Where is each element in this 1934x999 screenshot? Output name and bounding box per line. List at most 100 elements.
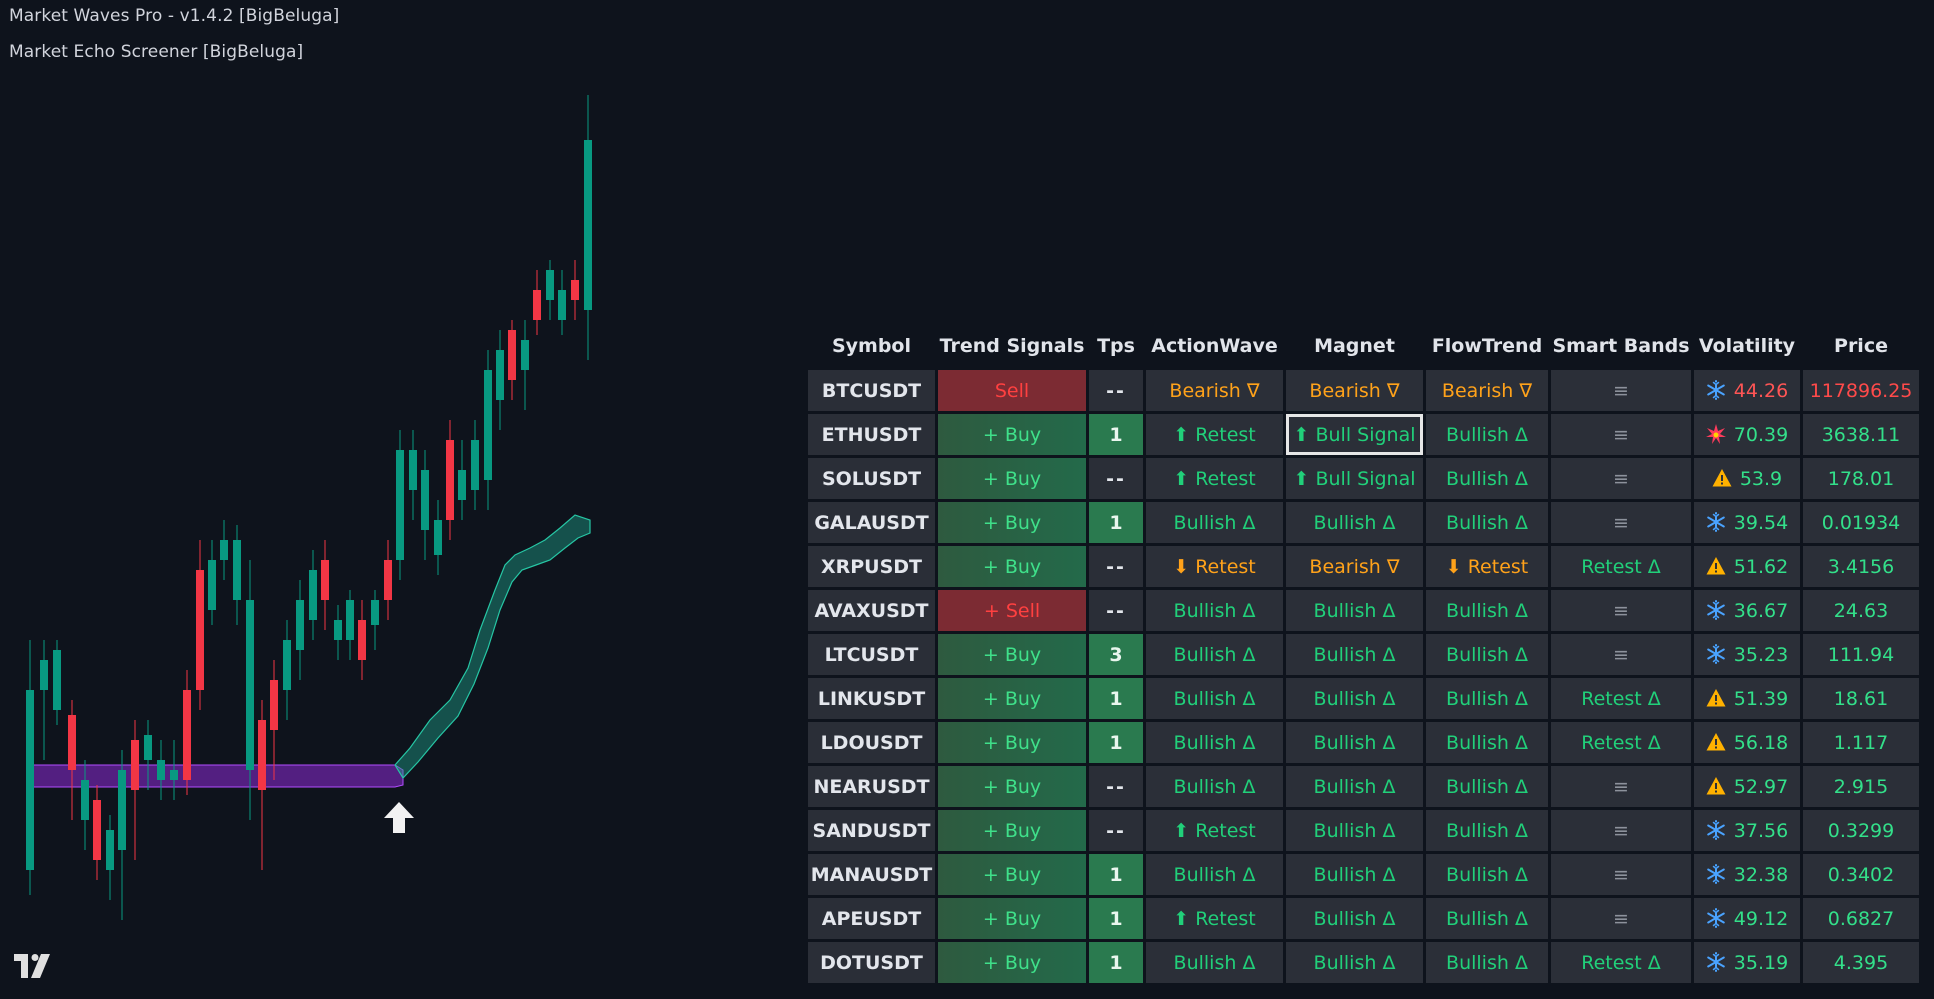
smart-bands-cell: ≡ (1551, 502, 1691, 543)
symbol-cell: XRPUSDT (808, 546, 935, 587)
magnet-cell: ⬆ Bull Signal (1286, 458, 1423, 499)
candle-body (421, 470, 429, 530)
trend-signal-text: + Sell (983, 599, 1041, 622)
header-smart-bands: Smart Bands (1552, 335, 1690, 357)
flowtrend-cell: Bullish Δ (1426, 634, 1548, 675)
volatility-value: 35.23 (1733, 643, 1789, 666)
buy-arrow-icon (384, 802, 414, 833)
snowflake-icon (1706, 643, 1726, 666)
candle-body (384, 560, 392, 600)
volatility-cell: 35.23 (1694, 634, 1800, 675)
candle-body (93, 800, 101, 860)
volatility-cell: 39.54 (1694, 502, 1800, 543)
magnet-text: Bullish Δ (1313, 643, 1396, 666)
trend-signal-text: + Buy (982, 951, 1042, 974)
actionwave-text: Bullish Δ (1173, 599, 1256, 622)
table-row: LINKUSDT + Buy 1 Bullish Δ Bullish Δ Bullish … (808, 678, 1919, 719)
magnet-text: ⬆ Bull Signal (1293, 467, 1416, 490)
volatility-cell: 51.62 (1694, 546, 1800, 587)
table-row: APEUSDT + Buy 1 ⬆ Retest Bullish Δ Bullish Δ ≡… (808, 898, 1919, 939)
trend-signal-text: + Buy (982, 511, 1042, 534)
actionwave-cell: Bullish Δ (1146, 766, 1283, 807)
magnet-cell: Bullish Δ (1286, 810, 1423, 851)
snowflake-icon (1706, 599, 1726, 622)
price-value: 111.94 (1827, 643, 1895, 666)
flowtrend-cell: Bullish Δ (1426, 678, 1548, 719)
trend-signal-cell: + Buy (938, 810, 1086, 851)
smart-bands-text: ≡ (1613, 467, 1629, 490)
symbol-cell: NEARUSDT (808, 766, 935, 807)
tps-cell: 1 (1089, 502, 1143, 543)
magnet-text: Bullish Δ (1313, 511, 1396, 534)
tps-cell: -- (1089, 458, 1143, 499)
magnet-cell: Bearish ∇ (1286, 370, 1423, 411)
smart-bands-text: ≡ (1613, 775, 1629, 798)
candle-body (533, 290, 541, 320)
volatility-cell: 70.39 (1694, 414, 1800, 455)
tps-cell: 1 (1089, 898, 1143, 939)
price-value: 117896.25 (1809, 379, 1913, 402)
market-echo-screener-table: Symbol Trend Signals Tps ActionWave Magn… (805, 322, 1922, 986)
table-row: ETHUSDT + Buy 1 ⬆ Retest ⬆ Bull Signal Bullis… (808, 414, 1919, 455)
candle-body (334, 620, 342, 640)
flowtrend-text: Bullish Δ (1446, 951, 1528, 974)
magnet-cell: Bullish Δ (1286, 722, 1423, 763)
actionwave-text: Bullish Δ (1173, 731, 1256, 754)
smart-bands-cell: ≡ (1551, 458, 1691, 499)
table-row: BTCUSDT Sell -- Bearish ∇ Bearish ∇ Bearish ∇… (808, 370, 1919, 411)
indicator-legend-market-echo[interactable]: Market Echo Screener [BigBeluga] (9, 42, 304, 62)
volatility-value: 36.67 (1733, 599, 1789, 622)
flowtrend-text: ⬇ Retest (1445, 555, 1529, 578)
actionwave-cell: ⬆ Retest (1146, 458, 1283, 499)
candle-body (26, 690, 34, 870)
flowtrend-text: Bullish Δ (1446, 731, 1528, 754)
smart-bands-cell: ≡ (1551, 590, 1691, 631)
symbol-cell: LTCUSDT (808, 634, 935, 675)
price-value: 0.6827 (1827, 907, 1895, 930)
actionwave-cell: Bullish Δ (1146, 854, 1283, 895)
warning-icon (1706, 688, 1726, 710)
screener-body: BTCUSDT Sell -- Bearish ∇ Bearish ∇ Bearish ∇… (808, 370, 1919, 983)
burst-icon (1705, 423, 1726, 446)
table-row: XRPUSDT + Buy -- ⬇ Retest Bearish ∇ ⬇ Retest R… (808, 546, 1919, 587)
smart-bands-text: ≡ (1613, 379, 1629, 402)
flowtrend-cell: Bullish Δ (1426, 722, 1548, 763)
indicator-legend-market-waves[interactable]: Market Waves Pro - v1.4.2 [BigBeluga] (9, 6, 340, 26)
actionwave-cell: Bullish Δ (1146, 502, 1283, 543)
candle-body (558, 290, 566, 320)
candle-body (131, 740, 139, 790)
smart-bands-cell: ≡ (1551, 854, 1691, 895)
symbol-cell: LDOUSDT (808, 722, 935, 763)
candle-body (471, 440, 479, 490)
symbol-cell: SANDUSDT (808, 810, 935, 851)
symbol-cell: AVAXUSDT (808, 590, 935, 631)
smart-bands-cell: ≡ (1551, 414, 1691, 455)
magnet-text: Bullish Δ (1313, 863, 1396, 886)
flowtrend-cell: Bullish Δ (1426, 854, 1548, 895)
candle-body (196, 570, 204, 690)
price-cell: 0.01934 (1803, 502, 1919, 543)
smart-bands-text: ≡ (1613, 599, 1629, 622)
teal-trend-band (394, 514, 591, 779)
volatility-value: 39.54 (1733, 511, 1789, 534)
symbol-cell: ETHUSDT (808, 414, 935, 455)
trend-signal-cell: Sell (938, 370, 1086, 411)
price-value: 0.01934 (1821, 511, 1901, 534)
price-cell: 4.395 (1803, 942, 1919, 983)
price-cell: 178.01 (1803, 458, 1919, 499)
candle-body (446, 440, 454, 520)
trend-signal-cell: + Sell (938, 590, 1086, 631)
price-chart[interactable] (0, 0, 800, 999)
smart-bands-cell: ≡ (1551, 370, 1691, 411)
actionwave-text: ⬆ Retest (1173, 467, 1256, 490)
tradingview-logo-icon[interactable] (14, 954, 60, 982)
actionwave-cell: Bearish ∇ (1146, 370, 1283, 411)
candle-body (106, 830, 114, 870)
candle-body (571, 280, 579, 300)
volatility-value: 56.18 (1733, 731, 1789, 754)
trend-signal-text: + Buy (982, 643, 1042, 666)
trend-signal-cell: + Buy (938, 942, 1086, 983)
flowtrend-cell: Bullish Δ (1426, 502, 1548, 543)
tps-cell: 1 (1089, 942, 1143, 983)
flowtrend-text: Bullish Δ (1446, 775, 1528, 798)
